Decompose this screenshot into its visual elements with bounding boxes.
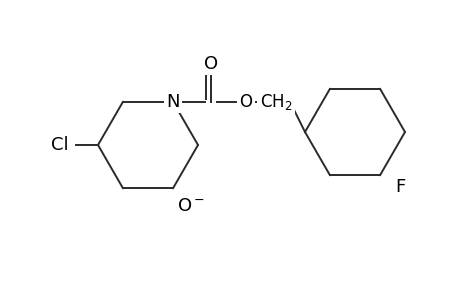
Text: Cl: Cl [51,136,69,154]
Text: N: N [166,93,179,111]
Text: CH$_2$: CH$_2$ [259,92,291,112]
Text: O$^-$: O$^-$ [177,197,205,215]
Text: F: F [394,178,404,196]
Text: O: O [239,93,252,111]
Text: O: O [203,55,218,73]
